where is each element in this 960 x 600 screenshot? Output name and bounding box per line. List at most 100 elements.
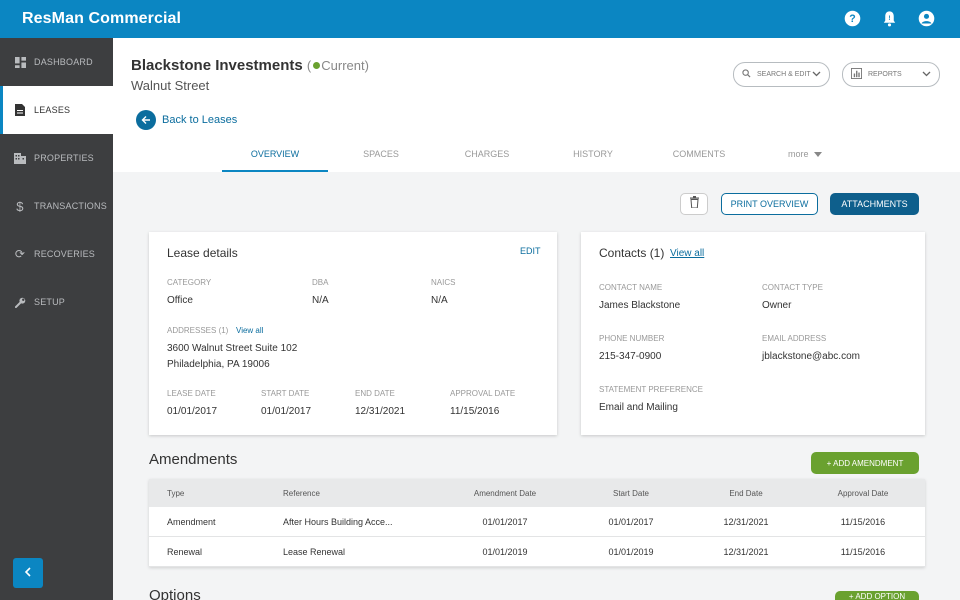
contact-type-value: Owner [762,300,792,311]
lease-details-card: Lease details EDIT CATEGORY Office DBA N… [149,232,557,435]
search-icon [742,69,751,80]
reports-button[interactable]: REPORTS [842,62,940,87]
category-value: Office [167,295,193,306]
sidebar-item-setup[interactable]: SETUP [0,278,113,326]
options-title: Options [149,587,201,600]
search-edit-label: SEARCH & EDIT [757,71,811,78]
trash-icon [689,195,699,213]
edit-lease-button[interactable]: EDIT [520,246,541,256]
phone-label: PHONE NUMBER [599,334,665,343]
sidebar-item-transactions[interactable]: $ TRANSACTIONS [0,182,113,230]
chart-icon [851,68,862,81]
dashboard-icon [14,56,26,68]
svg-text:!: ! [888,15,890,22]
addresses-label: ADDRESSES (1) [167,326,229,335]
brand-logo[interactable]: ResMan Commercial [22,10,182,27]
approval-date-value: 11/15/2016 [450,406,500,417]
account-icon[interactable] [917,9,936,28]
status-dot-icon [313,62,321,69]
help-icon[interactable]: ? [843,9,862,28]
search-edit-button[interactable]: SEARCH & EDIT [733,62,830,87]
sidebar: DASHBOARD LEASES PROPERTIES $ TRANSACTIO… [0,38,113,600]
sidebar-item-properties[interactable]: PROPERTIES [0,134,113,182]
cell-start-date: 01/01/2017 [608,516,654,527]
start-date-value: 01/01/2017 [261,406,312,417]
column-header-approval-date[interactable]: Approval Date [837,488,889,498]
sidebar-item-label: PROPERTIES [34,153,94,163]
reports-label: REPORTS [868,71,902,78]
column-header-reference[interactable]: Reference [283,488,320,498]
column-header-start-date[interactable]: Start Date [612,488,649,498]
sidebar-item-leases[interactable]: LEASES [0,86,113,134]
sidebar-item-recoveries[interactable]: ⟳ RECOVERIES [0,230,113,278]
naics-value: N/A [431,295,448,306]
column-header-amendment-date[interactable]: Amendment Date [473,488,537,498]
column-header-type[interactable]: Type [167,488,185,498]
sidebar-item-dashboard[interactable]: DASHBOARD [0,38,113,86]
top-bar: ResMan Commercial ? ! [0,0,960,38]
email-label: EMAIL ADDRESS [762,334,827,343]
statement-preference-label: STATEMENT PREFERENCE [599,385,704,394]
cell-approval-date: 11/15/2016 [840,546,886,557]
lease-date-value: 01/01/2017 [167,406,218,417]
collapse-sidebar-button[interactable] [13,558,43,588]
refresh-icon: ⟳ [14,247,26,261]
amendments-title: Amendments [149,451,238,468]
back-label: Back to Leases [162,114,238,126]
end-date-value: 12/31/2021 [355,406,406,417]
svg-text:?: ? [849,13,855,25]
column-header-end-date[interactable]: End Date [729,488,763,498]
contacts-card: Contacts (1) View all CONTACT NAME James… [581,232,925,435]
category-label: CATEGORY [167,278,212,287]
tab-more-label: more [787,149,809,159]
document-icon [14,104,26,116]
cell-end-date: 12/31/2021 [723,516,769,527]
table-row[interactable]: Amendment After Hours Building Acce... 0… [149,507,925,537]
approval-date-label: APPROVAL DATE [450,389,516,398]
contact-name-label: CONTACT NAME [599,283,663,292]
sidebar-item-label: TRANSACTIONS [34,201,107,211]
cell-end-date: 12/31/2021 [723,546,769,557]
cell-amendment-date: 01/01/2017 [482,516,528,527]
chevron-down-icon [812,71,821,79]
status-text: Current [321,58,365,73]
table-header: Type Reference Amendment Date Start Date… [149,479,925,507]
cell-type: Renewal [167,546,203,557]
back-to-leases-link[interactable]: Back to Leases [136,110,237,130]
building-icon [14,152,26,164]
lease-date-label: LEASE DATE [167,389,216,398]
tab-spaces[interactable]: SPACES [363,149,399,159]
addresses-view-all-link[interactable]: View all [236,326,264,335]
cell-reference: Lease Renewal [283,546,346,557]
arrow-left-icon [136,110,156,130]
delete-button[interactable] [680,193,708,215]
tab-more[interactable]: more [752,142,858,172]
cell-amendment-date: 01/01/2019 [482,546,528,557]
print-overview-button[interactable]: PRINT OVERVIEW [721,193,818,215]
dba-value: N/A [312,295,329,306]
tab-overview[interactable]: OVERVIEW [222,142,328,172]
page-title: Blackstone Investments (Current) [131,57,369,74]
caret-down-icon [811,149,823,159]
tab-history[interactable]: HISTORY [573,149,613,159]
phone-value: 215-347-0900 [599,351,662,362]
chevron-left-icon [24,564,32,582]
contact-type-label: CONTACT TYPE [762,283,823,292]
add-amendment-button[interactable]: + ADD AMENDMENT [811,452,919,474]
bell-icon[interactable]: ! [880,9,899,28]
table-row[interactable]: Renewal Lease Renewal 01/01/2019 01/01/2… [149,537,925,567]
contact-name-value: James Blackstone [599,300,681,311]
dollar-icon: $ [16,198,24,214]
contacts-title: Contacts (1) [599,246,665,260]
amendments-table: Type Reference Amendment Date Start Date… [149,479,925,567]
add-option-button[interactable]: + ADD OPTION [835,591,919,600]
tab-bar: OVERVIEW SPACES CHARGES HISTORY COMMENTS… [222,142,858,172]
page-subtitle: Walnut Street [131,78,210,93]
attachments-button[interactable]: ATTACHMENTS [830,193,919,215]
contacts-view-all-link[interactable]: View all [670,248,705,259]
lease-details-title: Lease details [167,246,238,260]
tab-charges[interactable]: CHARGES [464,149,510,159]
address-line-1: 3600 Walnut Street Suite 102 [167,343,298,354]
tab-comments[interactable]: COMMENTS [672,149,726,159]
cell-type: Amendment [167,516,216,527]
